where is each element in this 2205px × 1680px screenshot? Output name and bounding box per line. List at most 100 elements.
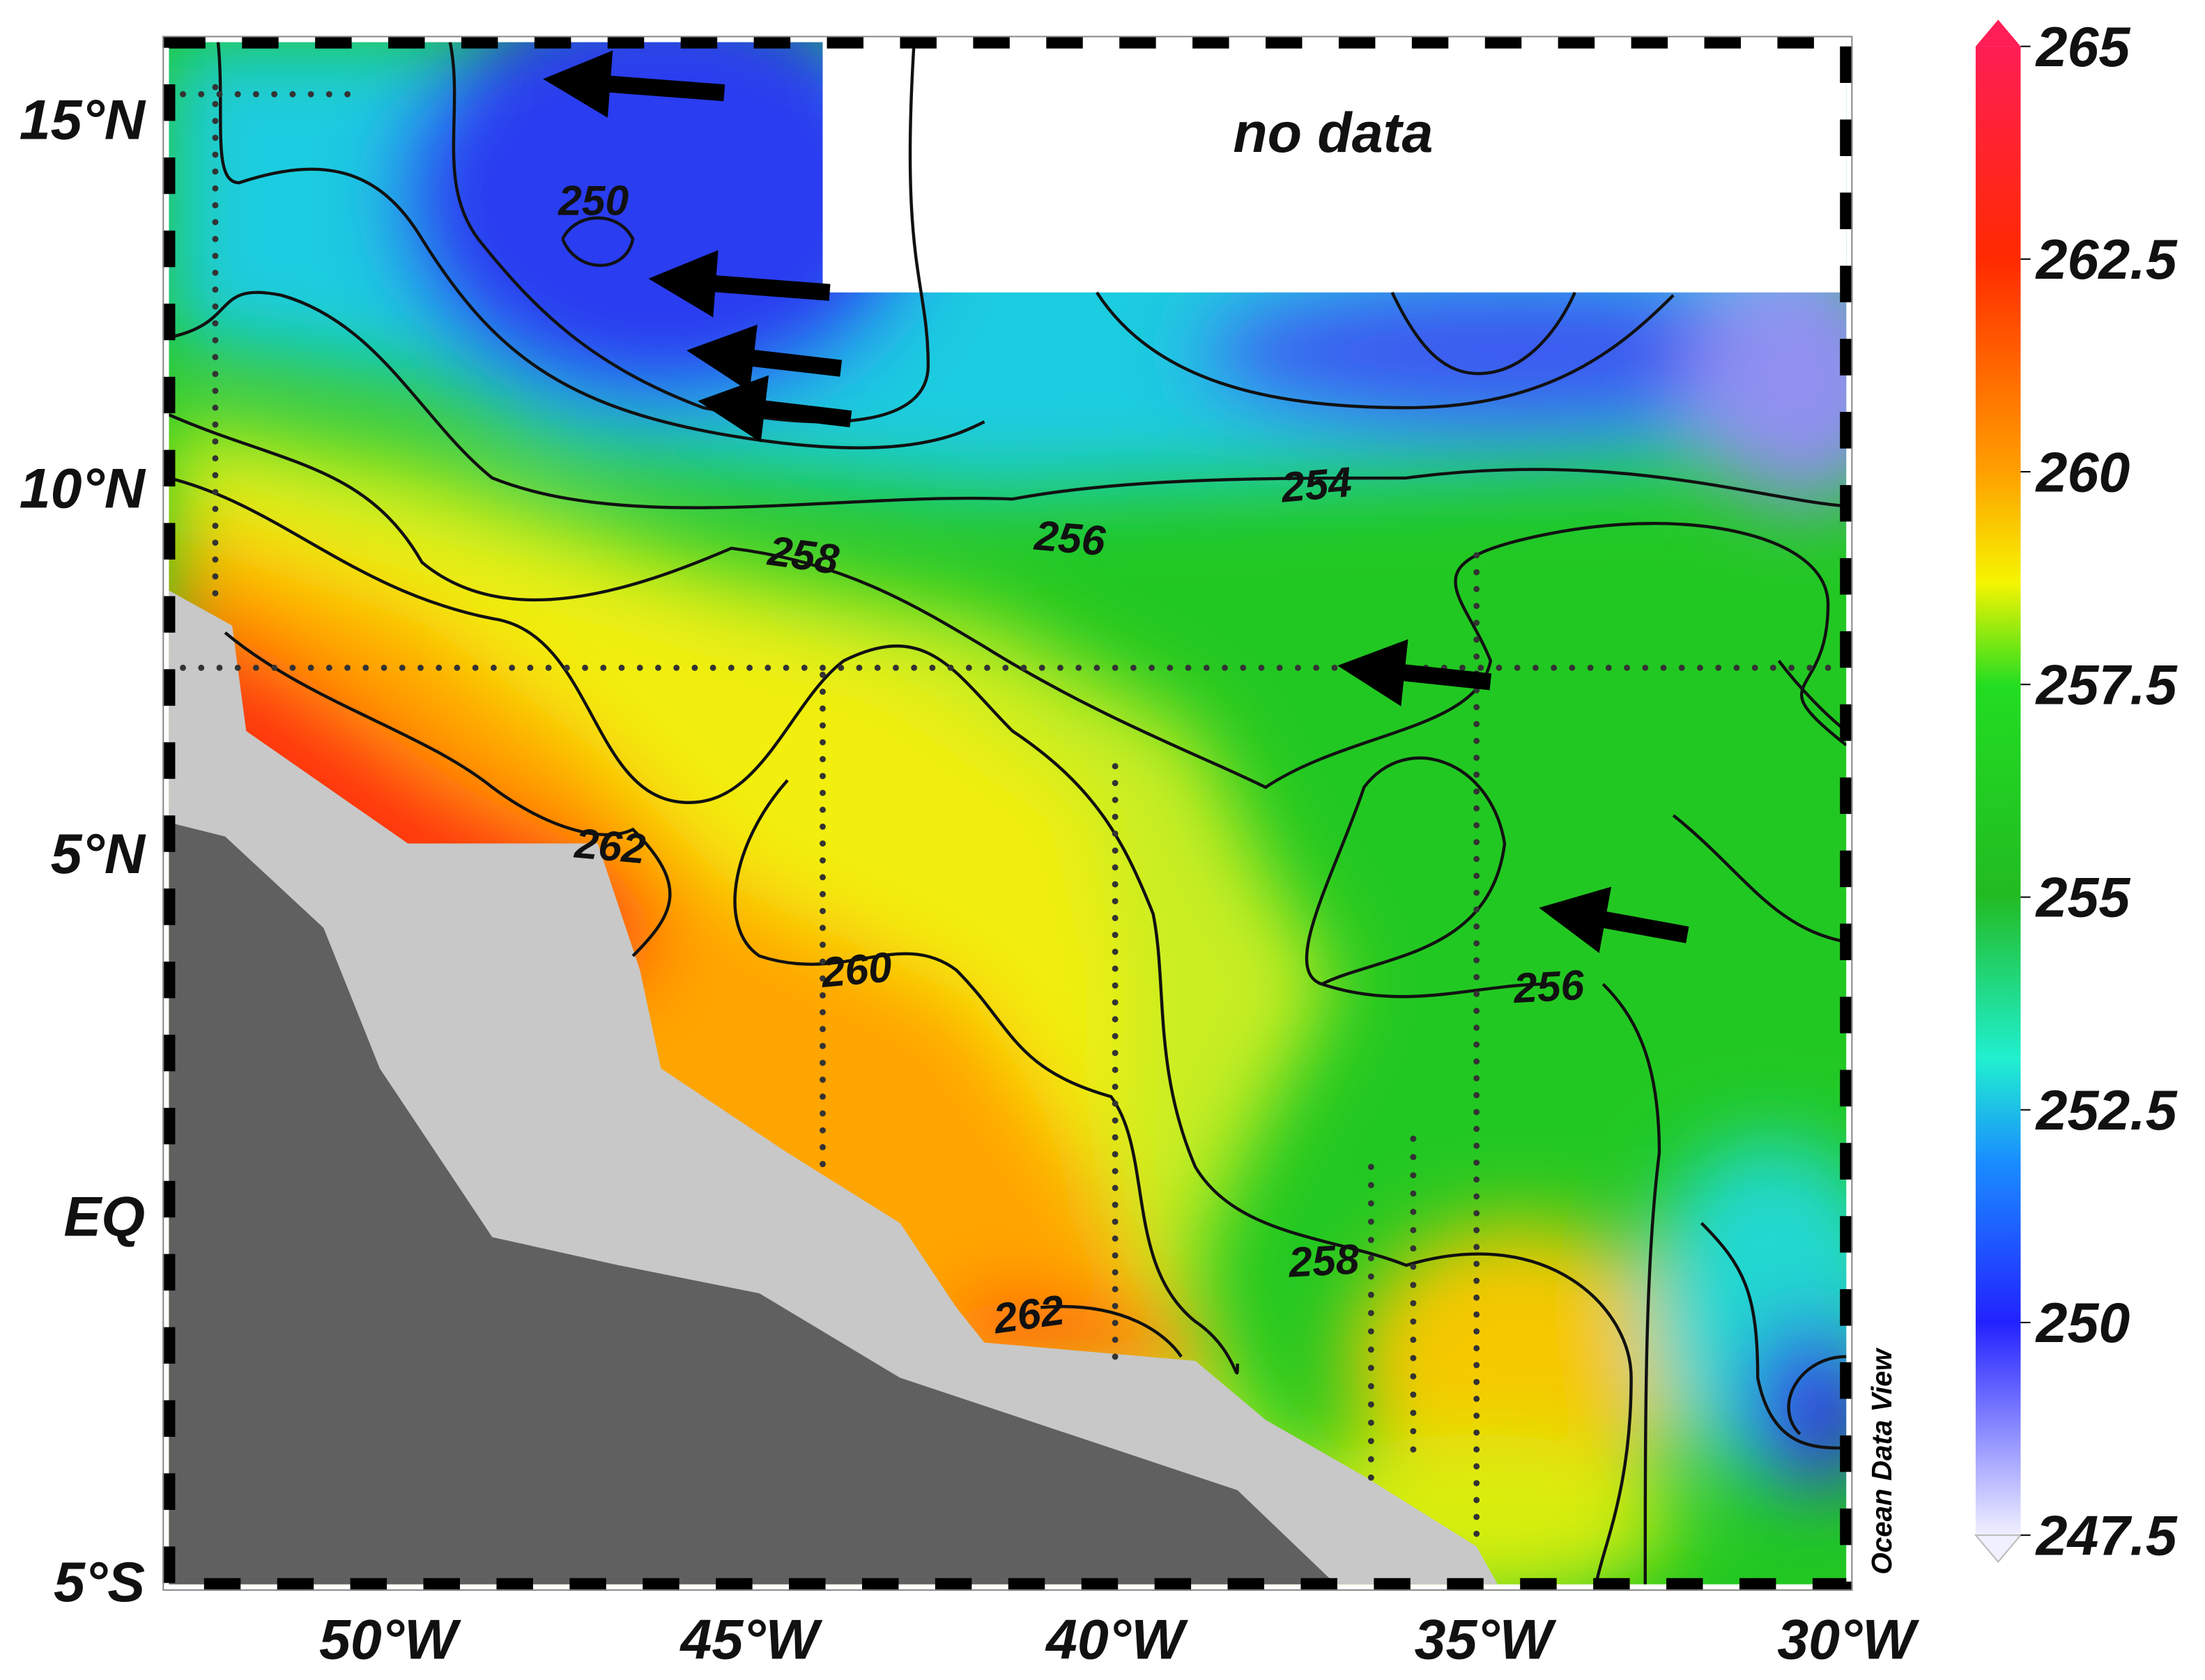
station xyxy=(212,472,219,479)
station xyxy=(1112,664,1119,671)
station xyxy=(820,975,826,982)
station xyxy=(212,421,219,428)
station xyxy=(212,236,219,242)
station xyxy=(1112,965,1119,972)
station xyxy=(820,1110,826,1117)
station xyxy=(1240,664,1247,671)
station xyxy=(1473,923,1480,930)
station xyxy=(1697,664,1703,671)
station xyxy=(1532,664,1539,671)
station xyxy=(1410,1446,1417,1453)
station xyxy=(1473,1446,1480,1453)
station xyxy=(545,664,552,671)
station xyxy=(783,664,790,671)
station xyxy=(820,1093,826,1100)
station xyxy=(234,91,241,98)
station xyxy=(1112,796,1119,803)
station xyxy=(212,438,219,445)
station xyxy=(1824,664,1831,671)
station xyxy=(636,664,643,671)
station xyxy=(1473,1277,1480,1284)
station xyxy=(1112,1168,1119,1175)
station xyxy=(1112,948,1119,955)
station xyxy=(490,664,497,671)
colorbar-bottom xyxy=(1974,1534,2022,1564)
station xyxy=(1751,664,1758,671)
station xyxy=(563,664,570,671)
contour-labels: 250 254 258 256 262 260 262 258 256 xyxy=(558,177,1585,1343)
latitude-label: 15°N xyxy=(20,89,146,152)
station xyxy=(1112,763,1119,770)
station xyxy=(820,789,826,796)
station xyxy=(820,1009,826,1016)
station xyxy=(820,739,826,746)
station xyxy=(1473,704,1480,711)
colorbar-label: 257.5 xyxy=(2035,654,2178,717)
station xyxy=(212,269,219,276)
station xyxy=(436,664,443,671)
station xyxy=(1410,1245,1417,1252)
station xyxy=(1112,1252,1119,1259)
station xyxy=(820,722,826,729)
station xyxy=(1473,569,1480,576)
contour-label: 254 xyxy=(1279,458,1354,511)
station xyxy=(212,523,219,530)
station xyxy=(212,286,219,293)
station xyxy=(820,941,826,948)
station xyxy=(1473,585,1480,592)
station xyxy=(198,664,205,671)
station xyxy=(212,354,219,360)
station xyxy=(691,664,698,671)
station xyxy=(1473,1513,1480,1520)
station xyxy=(582,664,588,671)
station xyxy=(1367,1218,1374,1225)
station xyxy=(1367,1364,1374,1371)
land xyxy=(169,822,1336,1585)
station xyxy=(1473,856,1480,863)
station xyxy=(1367,1474,1374,1481)
station xyxy=(1473,1429,1480,1436)
station xyxy=(1473,1412,1480,1419)
station xyxy=(1473,737,1480,744)
station xyxy=(1473,1109,1480,1116)
station xyxy=(1112,1218,1119,1225)
station xyxy=(1112,1235,1119,1242)
station xyxy=(271,91,278,98)
station xyxy=(1112,1269,1119,1276)
station xyxy=(1473,1345,1480,1352)
longitude-label: 30°W xyxy=(1777,1609,1919,1672)
station xyxy=(212,252,219,259)
station xyxy=(1473,1159,1480,1166)
station xyxy=(1349,664,1356,671)
station xyxy=(1473,636,1480,643)
station xyxy=(1769,664,1776,671)
contour-label: 258 xyxy=(1286,1235,1360,1286)
station xyxy=(509,664,516,671)
station xyxy=(1473,1058,1480,1065)
colorbar-top xyxy=(1975,20,2021,47)
station xyxy=(1112,1286,1119,1293)
station xyxy=(1473,552,1480,559)
station xyxy=(1473,1497,1480,1504)
station xyxy=(212,539,219,546)
station xyxy=(1410,1391,1417,1398)
station xyxy=(527,664,534,671)
station xyxy=(820,671,826,678)
station xyxy=(984,664,990,671)
station xyxy=(1367,1291,1374,1298)
station xyxy=(1410,1226,1417,1233)
station xyxy=(212,168,219,175)
station xyxy=(212,320,219,327)
station xyxy=(212,387,219,394)
station xyxy=(1112,999,1119,1005)
station xyxy=(820,1143,826,1150)
station xyxy=(252,664,259,671)
station xyxy=(1569,664,1576,671)
station xyxy=(673,664,680,671)
station xyxy=(1473,872,1480,879)
station xyxy=(1020,664,1027,671)
station xyxy=(820,1042,826,1049)
station xyxy=(1806,664,1813,671)
